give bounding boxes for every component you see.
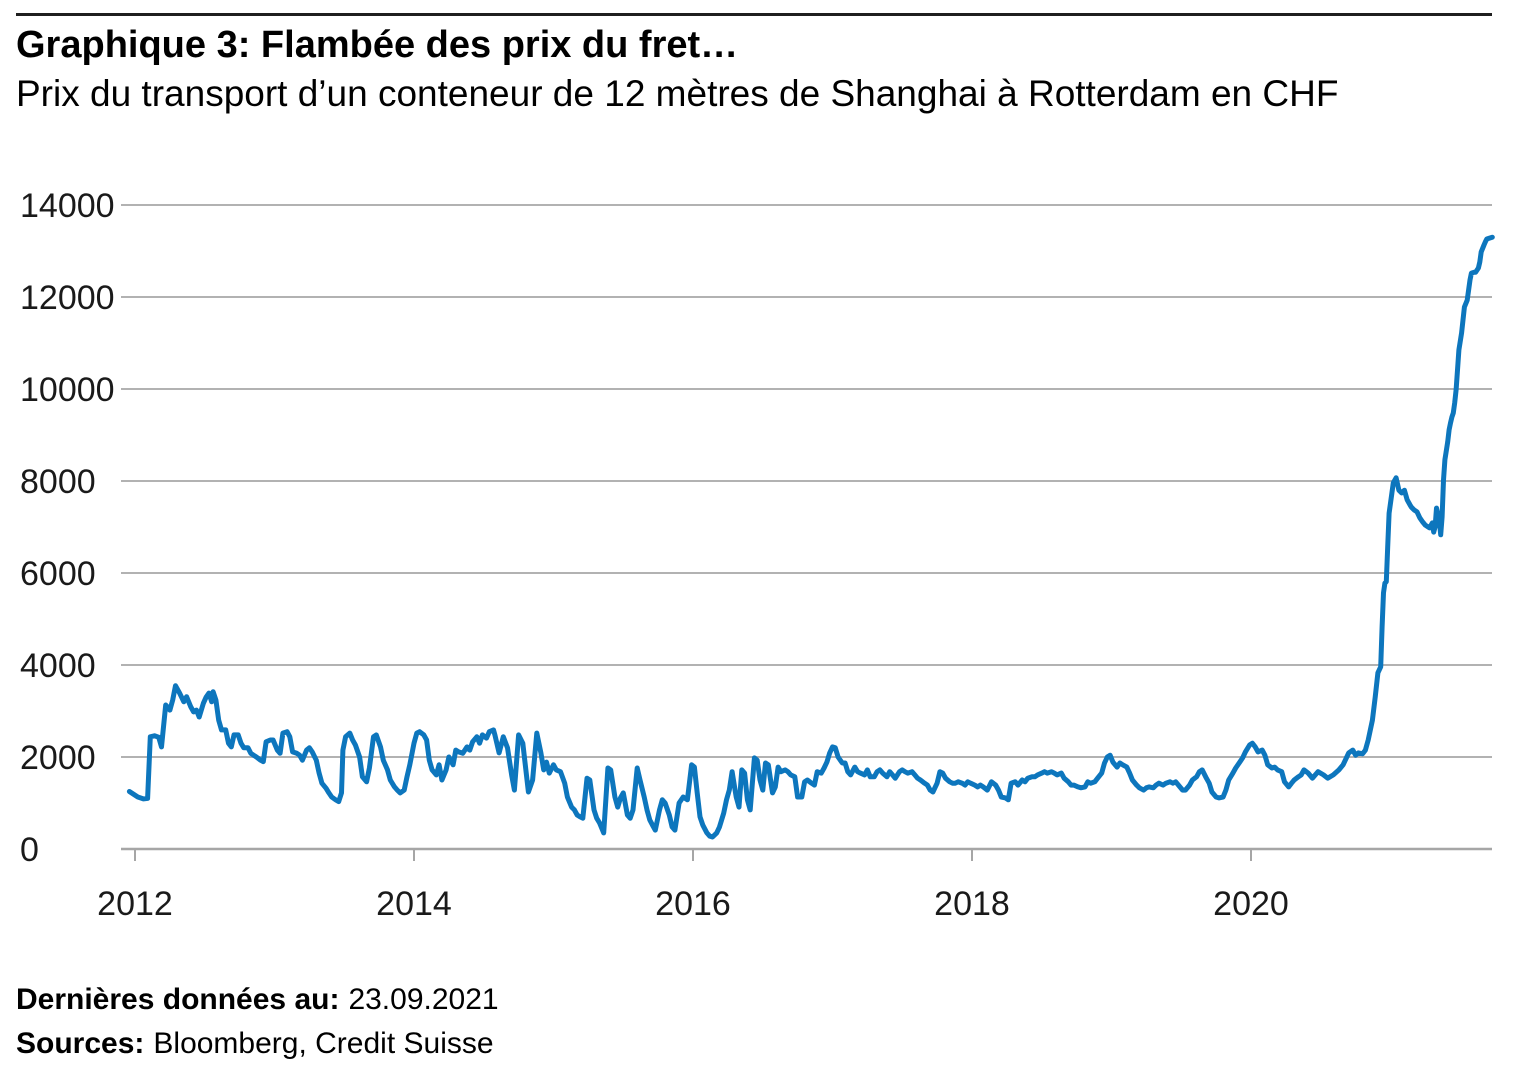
x-axis-tick-label: 2014: [376, 885, 452, 923]
y-axis-tick-label: 12000: [20, 279, 115, 317]
y-axis-tick-label: 6000: [20, 555, 96, 593]
y-axis-tick-label: 14000: [20, 187, 115, 225]
sources-value: Bloomberg, Credit Suisse: [153, 1027, 494, 1060]
price-line: [126, 234, 1495, 840]
x-axis-tick-label: 2018: [934, 885, 1010, 923]
y-axis-tick-label: 10000: [20, 371, 115, 409]
last-data-line: Dernières données au: 23.09.2021: [16, 981, 499, 1019]
y-axis-tick-label: 8000: [20, 463, 96, 501]
x-axis-tick-label: 2016: [655, 885, 731, 923]
y-axis-tick-label: 2000: [20, 739, 96, 777]
x-axis-tick-label: 2020: [1213, 885, 1289, 923]
sources-label: Sources:: [16, 1027, 145, 1060]
x-axis-tick-label: 2012: [97, 885, 173, 923]
chart-subtitle: Prix du transport d’un conteneur de 12 m…: [16, 73, 1339, 114]
y-axis-tick-label: 0: [20, 831, 39, 869]
sources-line: Sources: Bloomberg, Credit Suisse: [16, 1025, 494, 1063]
top-rule: [16, 13, 1492, 16]
last-data-label: Dernières données au:: [16, 983, 340, 1016]
y-axis-tick-label: 4000: [20, 647, 96, 685]
last-data-value: 23.09.2021: [348, 983, 499, 1016]
chart-title: Graphique 3: Flambée des prix du fret…: [16, 24, 739, 66]
